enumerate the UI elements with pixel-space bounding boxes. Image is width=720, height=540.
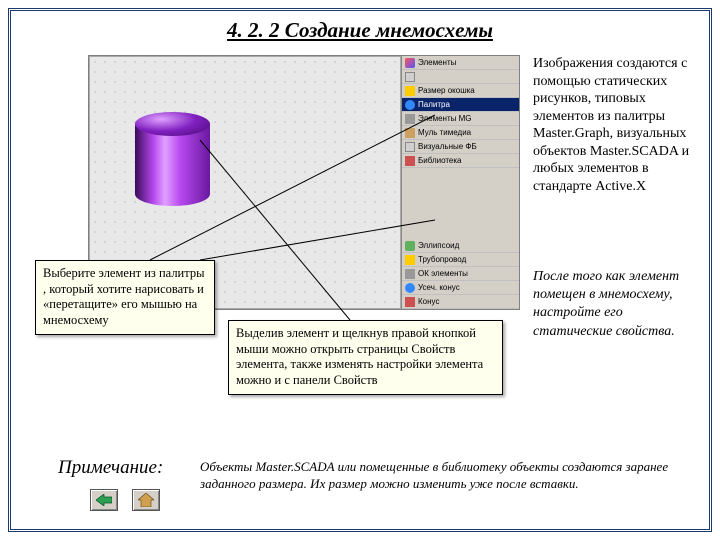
cylinder-shape[interactable] xyxy=(135,112,210,207)
palette-row[interactable]: Элементы xyxy=(402,56,519,70)
palette-row-label: Элементы MG xyxy=(418,114,472,123)
palette-row[interactable]: Эллипсоид xyxy=(402,239,519,253)
palette-row-icon xyxy=(405,72,415,82)
palette-row-label: ОК элементы xyxy=(418,269,468,278)
palette-row-icon xyxy=(405,58,415,68)
page-title: 4. 2. 2 Создание мнемосхемы xyxy=(0,18,720,43)
palette-row-icon xyxy=(405,156,415,166)
palette-row-label: Муль тимедиа xyxy=(418,128,471,137)
back-button[interactable] xyxy=(90,489,118,511)
palette-row-label: Библиотека xyxy=(418,156,462,165)
palette-row-label: Эллипсоид xyxy=(418,241,459,250)
note-label: Примечание: xyxy=(58,457,163,479)
palette-row-label: Трубопровод xyxy=(418,255,466,264)
palette-row-icon xyxy=(405,128,415,138)
palette-row-icon xyxy=(405,241,415,251)
palette-row-icon xyxy=(405,283,415,293)
palette-row-label: Элементы xyxy=(418,58,456,67)
palette-row-icon xyxy=(405,255,415,265)
palette-row-icon xyxy=(405,142,415,152)
palette-panel: Элементы Размер окошка Палитра Элементы MG М… xyxy=(401,56,519,309)
note-body: Объекты Master.SCADA или помещенные в би… xyxy=(200,459,680,493)
palette-row[interactable] xyxy=(402,70,519,84)
nav-buttons xyxy=(90,489,160,511)
callout-select-element: Выберите элемент из палитры , который хо… xyxy=(35,260,215,335)
palette-row[interactable]: ОК элементы xyxy=(402,267,519,281)
instruction-text: После того как элемент помещен в мнемосх… xyxy=(533,268,698,341)
callout-properties: Выделив элемент и щелкнув правой кнопкой… xyxy=(228,320,503,395)
description-text: Изображения создаются с помощью статичес… xyxy=(533,55,698,195)
home-button[interactable] xyxy=(132,489,160,511)
palette-row[interactable]: Конус xyxy=(402,295,519,309)
palette-row[interactable]: Палитра xyxy=(402,98,519,112)
palette-row-icon xyxy=(405,100,415,110)
back-arrow-icon xyxy=(96,494,112,506)
palette-row[interactable]: Библиотека xyxy=(402,154,519,168)
palette-row-icon xyxy=(405,297,415,307)
palette-row[interactable]: Элементы MG xyxy=(402,112,519,126)
palette-row-icon xyxy=(405,114,415,124)
palette-row-icon xyxy=(405,269,415,279)
palette-row-label: Размер окошка xyxy=(418,86,475,95)
palette-row-label: Палитра xyxy=(418,100,450,109)
palette-row-label: Усеч. конус xyxy=(418,283,460,292)
palette-row-label: Конус xyxy=(418,297,439,306)
palette-row[interactable]: Трубопровод xyxy=(402,253,519,267)
palette-row[interactable]: Визуальные ФБ xyxy=(402,140,519,154)
palette-row[interactable]: Усеч. конус xyxy=(402,281,519,295)
palette-row[interactable]: Размер окошка xyxy=(402,84,519,98)
home-icon xyxy=(138,493,154,507)
palette-row[interactable]: Муль тимедиа xyxy=(402,126,519,140)
palette-row-icon xyxy=(405,86,415,96)
palette-row-label: Визуальные ФБ xyxy=(418,142,477,151)
